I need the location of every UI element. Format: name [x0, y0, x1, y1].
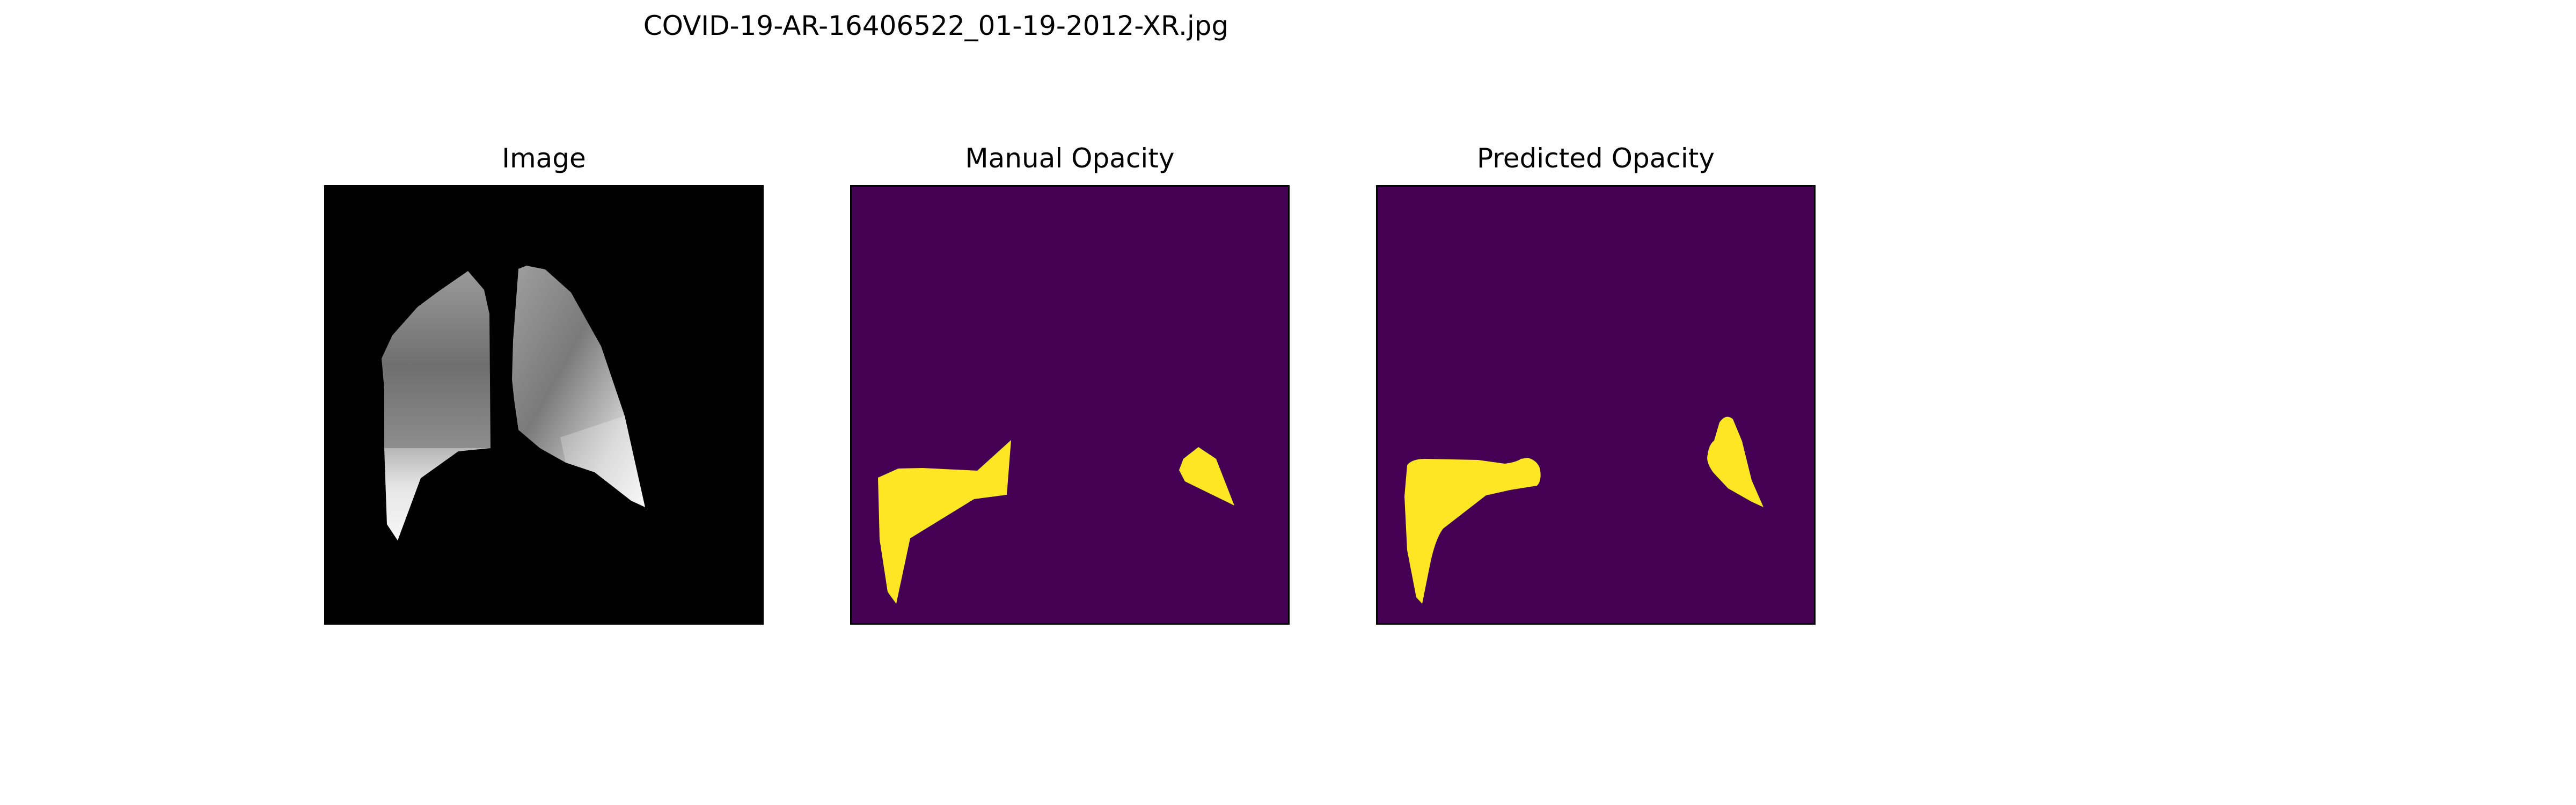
- manual-opacity-left: [878, 440, 1011, 604]
- predicted-opacity-title: Predicted Opacity: [1477, 143, 1715, 174]
- manual-opacity-panel: Manual Opacity: [850, 142, 1290, 625]
- predicted-opacity-left: [1404, 458, 1541, 604]
- xray-image: [324, 185, 764, 625]
- image-panel-title: Image: [502, 143, 586, 174]
- predicted-opacity-panel: Predicted Opacity: [1376, 142, 1816, 625]
- manual-mask-background: [850, 185, 1290, 625]
- predicted-opacity-right: [1707, 416, 1763, 507]
- manual-opacity-mask: [850, 185, 1290, 625]
- left-lung-highlight: [384, 448, 491, 540]
- right-lung-highlight: [560, 416, 645, 507]
- manual-opacity-title: Manual Opacity: [965, 143, 1175, 174]
- predicted-mask-background: [1376, 185, 1816, 625]
- right-lung-region: [512, 266, 645, 507]
- figure-title: COVID-19-AR-16406522_01-19-2012-XR.jpg: [643, 10, 1229, 41]
- image-panel: Image: [324, 142, 764, 625]
- manual-opacity-right: [1179, 447, 1234, 506]
- left-lung-region: [382, 271, 491, 540]
- predicted-opacity-mask: [1376, 185, 1816, 625]
